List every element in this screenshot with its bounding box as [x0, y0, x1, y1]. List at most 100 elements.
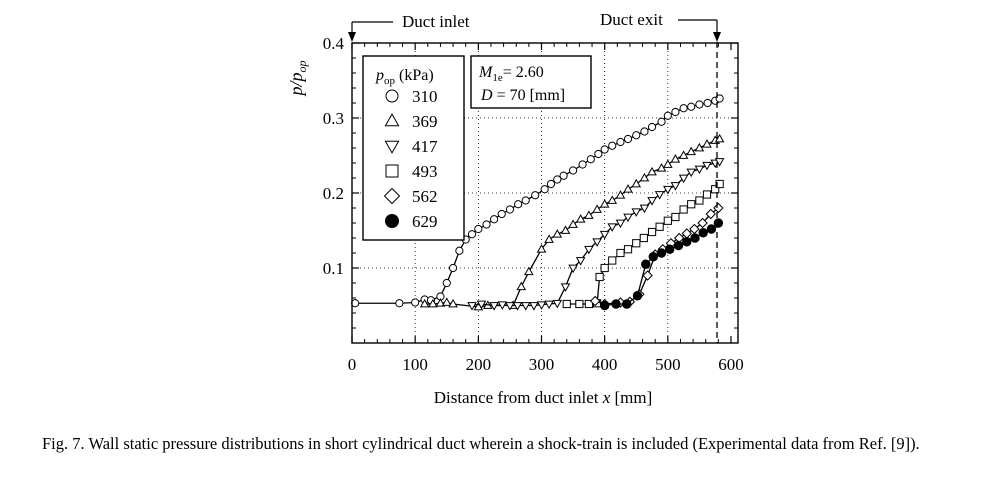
- data-point-369: [714, 133, 725, 143]
- duct-exit-label: Duct exit: [600, 10, 663, 29]
- data-point-310: [594, 149, 603, 159]
- data-point-369: [686, 146, 697, 156]
- data-point-310: [546, 179, 556, 189]
- data-point-310: [559, 171, 568, 180]
- data-point-310: [586, 155, 595, 164]
- data-point-369: [663, 159, 673, 168]
- data-point-369: [524, 266, 534, 276]
- data-point-629: [665, 244, 675, 254]
- data-point-562: [681, 228, 692, 239]
- data-point-369: [599, 199, 610, 208]
- legend-label: 562: [412, 187, 438, 206]
- legend-box: [362, 55, 465, 241]
- data-point-369: [694, 142, 705, 152]
- x-tick-label: 100: [402, 355, 428, 374]
- data-point-629: [641, 259, 651, 269]
- legend-marker-square-icon: [385, 164, 399, 178]
- axis-ticks: 0 100 200 300 400 500 600 0.1 0.2 0.3 0.4: [323, 34, 744, 374]
- data-point-493: [575, 299, 584, 309]
- data-point-369: [639, 172, 650, 182]
- data-point-310: [482, 220, 491, 229]
- data-point-417: [489, 302, 499, 311]
- data-point-310: [657, 117, 666, 126]
- data-point-417: [536, 301, 547, 310]
- data-point-417: [694, 165, 705, 175]
- data-point-310: [474, 224, 483, 234]
- data-point-493: [715, 179, 724, 189]
- data-point-629: [611, 299, 621, 309]
- data-point-310: [490, 215, 499, 224]
- data-point-493: [608, 256, 617, 265]
- data-point-310: [616, 137, 625, 147]
- series-310: [351, 94, 724, 308]
- data-point-417: [512, 302, 523, 311]
- data-point-493: [623, 245, 633, 254]
- data-point-629: [713, 218, 724, 228]
- data-point-369: [544, 234, 554, 243]
- mach-number-label: M1e= 2.60: [478, 64, 544, 84]
- data-point-310: [531, 191, 540, 200]
- data-point-369: [516, 281, 527, 291]
- data-point-310: [679, 104, 688, 113]
- data-point-417: [497, 301, 508, 310]
- data-point-562: [642, 270, 653, 281]
- data-point-629: [648, 252, 659, 262]
- data-point-310: [578, 160, 587, 169]
- data-point-493: [711, 185, 720, 194]
- data-point-493: [632, 239, 641, 248]
- data-point-417: [631, 208, 642, 217]
- series-417: [467, 158, 725, 311]
- y-tick-label: 0.1: [323, 259, 344, 278]
- data-point-493: [655, 222, 664, 231]
- legend-label: 629: [412, 212, 438, 231]
- data-point-493: [671, 212, 680, 222]
- legend-label: 417: [412, 137, 438, 156]
- pressure-chart: 0 100 200 300 400 500 600 0.1 0.2 0.3 0.4 p/pop Di…: [286, 10, 744, 407]
- data-point-562: [713, 202, 724, 214]
- data-point-310: [623, 134, 633, 144]
- data-point-310: [540, 185, 549, 194]
- data-point-369: [615, 190, 626, 199]
- data-point-417: [678, 174, 689, 184]
- data-point-417: [714, 158, 725, 167]
- data-point-562: [705, 208, 716, 220]
- data-point-417: [599, 230, 610, 240]
- data-point-369: [419, 298, 430, 308]
- data-point-417: [615, 219, 626, 229]
- data-point-417: [647, 197, 657, 206]
- data-point-369: [448, 298, 458, 308]
- data-point-493: [647, 227, 657, 237]
- data-point-417: [702, 161, 712, 171]
- data-point-369: [552, 229, 563, 238]
- data-point-417: [654, 191, 665, 200]
- legend-label: 310: [412, 87, 438, 106]
- data-point-369: [560, 225, 571, 234]
- data-point-629: [673, 240, 684, 251]
- data-point-417: [686, 168, 697, 178]
- data-point-310: [521, 196, 530, 205]
- legend-item-369: 369: [384, 112, 438, 131]
- legend-item-562: 562: [383, 187, 438, 206]
- data-point-417: [575, 257, 586, 266]
- data-point-562: [589, 295, 601, 307]
- data-point-493: [600, 263, 609, 273]
- data-point-310: [448, 263, 458, 273]
- data-point-417: [663, 185, 673, 195]
- legend-marker-triangle-up-icon: [384, 113, 400, 127]
- data-point-310: [467, 230, 477, 239]
- data-point-417: [505, 302, 515, 311]
- x-tick-label: 500: [655, 355, 681, 374]
- data-point-493: [663, 216, 672, 225]
- x-tick-label: 600: [718, 355, 744, 374]
- data-point-310: [671, 107, 680, 117]
- data-point-369: [631, 178, 642, 188]
- data-point-310: [687, 102, 696, 111]
- series-493: [562, 179, 724, 309]
- data-point-629: [690, 233, 700, 243]
- data-point-493: [695, 196, 704, 205]
- series-369: [419, 133, 725, 311]
- data-point-629: [622, 299, 632, 309]
- data-point-310: [647, 122, 657, 132]
- data-point-310: [608, 141, 617, 150]
- data-point-417: [670, 182, 681, 191]
